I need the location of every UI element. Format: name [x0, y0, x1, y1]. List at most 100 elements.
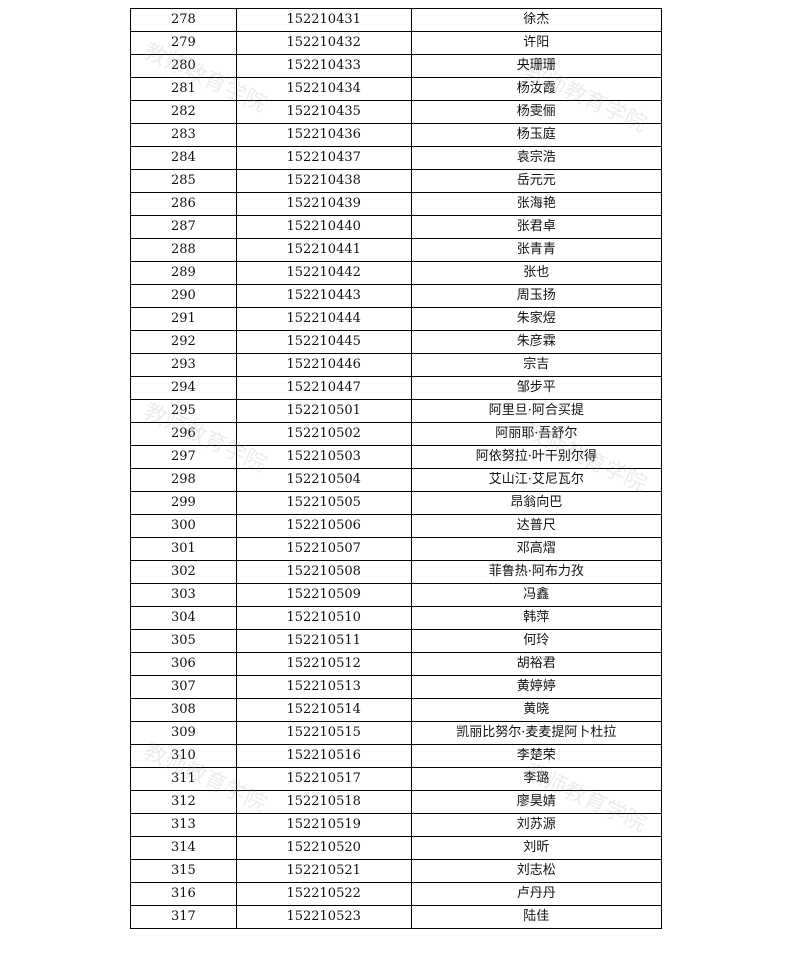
student-name: 何玲: [410, 629, 663, 653]
student-id: 152210518: [235, 790, 412, 814]
row-number: 312: [130, 790, 237, 814]
student-id: 152210519: [235, 813, 412, 837]
student-name: 央珊珊: [410, 54, 663, 78]
student-id: 152210443: [235, 284, 412, 308]
student-id: 152210512: [235, 652, 412, 676]
table-body: 278 152210431 徐杰 279 152210432 许阳 280 152210433…: [130, 8, 663, 929]
student-id: 152210511: [235, 629, 412, 653]
row-number: 280: [130, 54, 237, 78]
student-name: 菲鲁热·阿布力孜: [410, 560, 663, 584]
student-id: 152210509: [235, 583, 412, 607]
student-id: 152210502: [235, 422, 412, 446]
student-id: 152210520: [235, 836, 412, 860]
row-number: 313: [130, 813, 237, 837]
table-row: 293 152210446 宗吉: [130, 353, 663, 377]
row-number: 279: [130, 31, 237, 55]
student-id: 152210501: [235, 399, 412, 423]
row-number: 278: [130, 8, 237, 32]
student-name: 冯鑫: [410, 583, 663, 607]
student-id: 152210442: [235, 261, 412, 285]
table-row: 306 152210512 胡裕君: [130, 652, 663, 676]
table-row: 308 152210514 黄晓: [130, 698, 663, 722]
student-id: 152210503: [235, 445, 412, 469]
table-row: 301 152210507 邓高熠: [130, 537, 663, 561]
table-row: 304 152210510 韩萍: [130, 606, 663, 630]
table-row: 316 152210522 卢丹丹: [130, 882, 663, 906]
row-number: 284: [130, 146, 237, 170]
student-id: 152210447: [235, 376, 412, 400]
table-row: 299 152210505 昂翁向巴: [130, 491, 663, 515]
table-row: 315 152210521 刘志松: [130, 859, 663, 883]
table-row: 288 152210441 张青青: [130, 238, 663, 262]
row-number: 294: [130, 376, 237, 400]
student-name: 廖昊婧: [410, 790, 663, 814]
table-row: 297 152210503 阿依努拉·叶干别尔得: [130, 445, 663, 469]
student-id: 152210505: [235, 491, 412, 515]
student-id: 152210440: [235, 215, 412, 239]
student-name: 艾山江·艾尼瓦尔: [410, 468, 663, 492]
row-number: 317: [130, 905, 237, 929]
table-row: 289 152210442 张也: [130, 261, 663, 285]
student-id: 152210444: [235, 307, 412, 331]
student-id: 152210507: [235, 537, 412, 561]
row-number: 304: [130, 606, 237, 630]
row-number: 285: [130, 169, 237, 193]
row-number: 305: [130, 629, 237, 653]
row-number: 306: [130, 652, 237, 676]
student-id: 152210516: [235, 744, 412, 768]
row-number: 295: [130, 399, 237, 423]
row-number: 316: [130, 882, 237, 906]
row-number: 311: [130, 767, 237, 791]
table-row: 307 152210513 黄婷婷: [130, 675, 663, 699]
student-id: 152210514: [235, 698, 412, 722]
table-row: 302 152210508 菲鲁热·阿布力孜: [130, 560, 663, 584]
student-name: 杨汝霞: [410, 77, 663, 101]
student-id: 152210508: [235, 560, 412, 584]
student-name: 袁宗浩: [410, 146, 663, 170]
table-row: 295 152210501 阿里旦·阿合买提: [130, 399, 663, 423]
table-row: 284 152210437 袁宗浩: [130, 146, 663, 170]
student-id: 152210434: [235, 77, 412, 101]
table-row: 310 152210516 李楚荣: [130, 744, 663, 768]
row-number: 293: [130, 353, 237, 377]
student-name: 朱家煜: [410, 307, 663, 331]
row-number: 291: [130, 307, 237, 331]
table-row: 312 152210518 廖昊婧: [130, 790, 663, 814]
student-id: 152210436: [235, 123, 412, 147]
table-row: 279 152210432 许阳: [130, 31, 663, 55]
table-row: 281 152210434 杨汝霞: [130, 77, 663, 101]
student-name: 黄晓: [410, 698, 663, 722]
student-id: 152210522: [235, 882, 412, 906]
student-name: 刘志松: [410, 859, 663, 883]
table-row: 309 152210515 凯丽比努尔·麦麦提阿卜杜拉: [130, 721, 663, 745]
row-number: 283: [130, 123, 237, 147]
row-number: 301: [130, 537, 237, 561]
student-name: 阿里旦·阿合买提: [410, 399, 663, 423]
student-id: 152210435: [235, 100, 412, 124]
student-name: 徐杰: [410, 8, 663, 32]
student-id: 152210439: [235, 192, 412, 216]
table-row: 313 152210519 刘苏源: [130, 813, 663, 837]
student-id: 152210521: [235, 859, 412, 883]
row-number: 308: [130, 698, 237, 722]
row-number: 309: [130, 721, 237, 745]
student-name: 达普尺: [410, 514, 663, 538]
student-id: 152210515: [235, 721, 412, 745]
student-name: 陆佳: [410, 905, 663, 929]
row-number: 287: [130, 215, 237, 239]
student-name: 邹步平: [410, 376, 663, 400]
table-row: 285 152210438 岳元元: [130, 169, 663, 193]
student-id: 152210441: [235, 238, 412, 262]
student-name: 刘苏源: [410, 813, 663, 837]
student-name: 朱彦霖: [410, 330, 663, 354]
student-name: 李楚荣: [410, 744, 663, 768]
student-id: 152210523: [235, 905, 412, 929]
row-number: 292: [130, 330, 237, 354]
row-number: 296: [130, 422, 237, 446]
table-row: 282 152210435 杨雯俪: [130, 100, 663, 124]
row-number: 310: [130, 744, 237, 768]
table-row: 317 152210523 陆佳: [130, 905, 663, 929]
table-row: 296 152210502 阿丽耶·吾舒尔: [130, 422, 663, 446]
student-name: 张也: [410, 261, 663, 285]
table-row: 291 152210444 朱家煜: [130, 307, 663, 331]
